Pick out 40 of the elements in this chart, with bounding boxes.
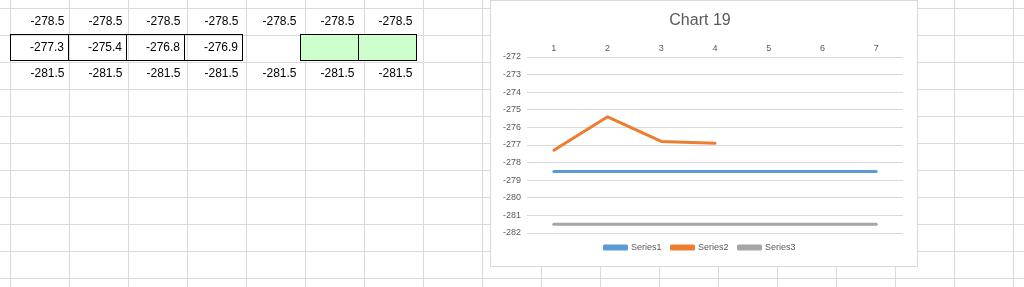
text: -277.3 [10, 34, 69, 60]
text: -281.5 [145, 65, 182, 83]
text: -278.5 [319, 12, 356, 30]
text: -281.5 [203, 65, 240, 83]
y-tick-label: -274 [503, 86, 522, 97]
x-tick-label: 7 [873, 43, 879, 54]
text: -278.5 [261, 13, 298, 30]
legend-label: Series1 [630, 241, 662, 252]
y-tick-label: -272 [503, 51, 522, 62]
text: -278.5 [145, 12, 182, 30]
legend-label: Series2 [697, 241, 729, 252]
x-tick-label: 5 [766, 43, 772, 54]
text: -278.5 [203, 12, 240, 30]
chart-title: Chart 19 [669, 11, 731, 29]
y-tick-label: -279 [503, 174, 522, 185]
text: -278.5 [377, 12, 414, 30]
text: -278.5 [87, 12, 124, 30]
text: -281.5 [87, 65, 124, 83]
x-tick-label: 2 [605, 43, 611, 54]
x-tick-label: 6 [819, 43, 825, 54]
y-tick-label: -277 [503, 139, 522, 150]
text: -276.8 [126, 34, 185, 60]
x-tick-label: 4 [712, 43, 718, 54]
x-tick-label: 3 [658, 43, 664, 54]
y-tick-label: -278 [503, 157, 522, 168]
text: -281.5 [319, 65, 356, 83]
text: -281.5 [29, 65, 66, 83]
y-tick-label: -273 [503, 69, 522, 80]
y-tick-label: -276 [503, 121, 522, 132]
legend-label: Series3 [765, 241, 796, 252]
text: -276.9 [184, 34, 243, 60]
text: -281.5 [377, 65, 414, 83]
text: -281.5 [261, 65, 298, 82]
x-tick-label: 1 [551, 43, 557, 54]
y-tick-label: -280 [503, 192, 522, 203]
text: -275.4 [68, 34, 127, 60]
y-tick-label: -275 [503, 104, 522, 115]
y-tick-label: -281 [503, 209, 522, 220]
y-tick-label: -282 [503, 227, 522, 238]
text: -278.5 [29, 12, 66, 30]
